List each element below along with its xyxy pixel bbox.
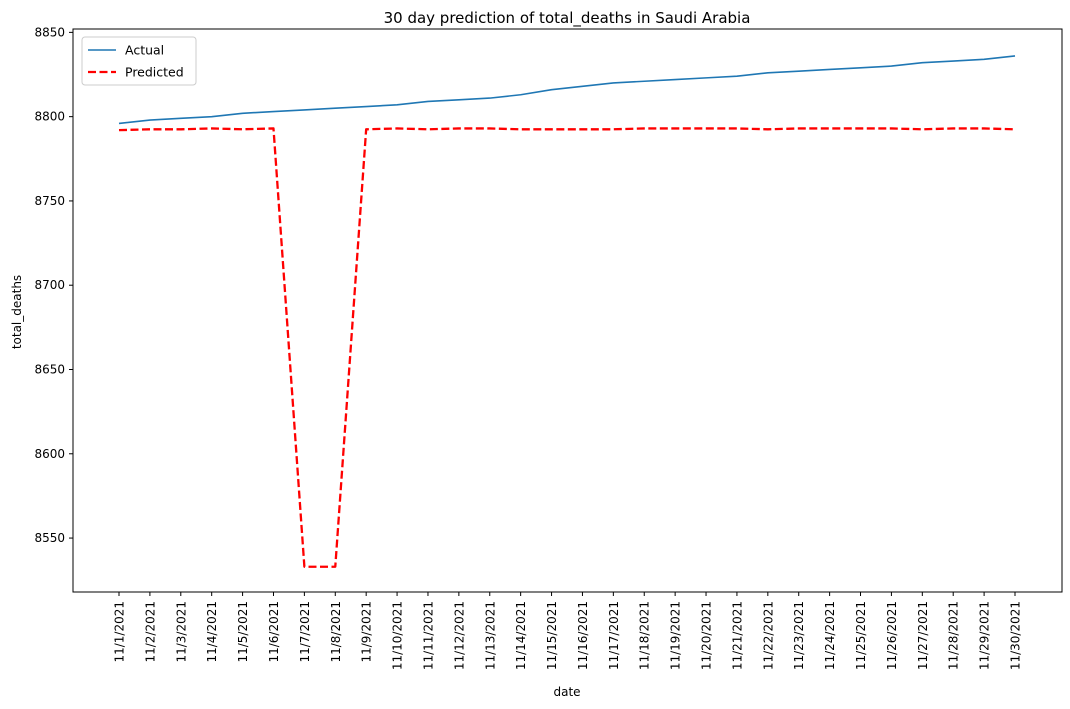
plot-area [72,28,1063,593]
x-tick-label: 11/19/2021 [669,601,683,670]
y-tick-label: 8750 [34,194,65,208]
x-tick-label: 11/29/2021 [978,601,992,670]
x-tick-label: 11/7/2021 [298,601,312,663]
x-tick-label: 11/6/2021 [267,601,281,663]
x-tick-label: 11/5/2021 [236,601,250,663]
x-tick-label: 11/22/2021 [761,601,775,670]
x-tick-label: 11/18/2021 [638,601,652,670]
plot-frame [72,28,1063,593]
legend-label-predicted: Predicted [125,65,184,80]
x-tick-label: 11/8/2021 [329,601,343,663]
x-tick-label: 11/24/2021 [823,601,837,670]
y-axis-label: total_deaths [10,275,24,349]
x-tick-label: 11/27/2021 [916,601,930,670]
x-tick-label: 11/14/2021 [514,601,528,670]
x-tick-label: 11/12/2021 [452,601,466,670]
y-tick-label: 8600 [34,447,65,461]
x-tick-label: 11/4/2021 [205,601,219,663]
x-tick-label: 11/17/2021 [607,601,621,670]
x-tick-label: 11/13/2021 [483,601,497,670]
y-tick-label: 8550 [34,531,65,545]
x-tick-label: 11/1/2021 [113,601,127,663]
y-tick-label: 8700 [34,278,65,292]
x-tick-label: 11/23/2021 [792,601,806,670]
y-tick-label: 8650 [34,362,65,376]
y-axis: 8550 8600 8650 8700 8750 8800 8850 [34,25,73,545]
x-tick-label: 11/11/2021 [421,601,435,670]
x-tick-label: 11/15/2021 [545,601,559,670]
x-tick-label: 11/20/2021 [700,601,714,670]
x-tick-label: 11/26/2021 [885,601,899,670]
x-tick-label: 11/30/2021 [1009,601,1023,670]
chart-title: 30 day prediction of total_deaths in Sau… [384,9,751,28]
series-line-actual [118,55,1016,125]
legend-box [81,36,197,86]
x-tick-label: 11/25/2021 [854,601,868,670]
legend: Actual Predicted [81,36,197,86]
y-tick-label: 8800 [34,110,65,124]
legend-label-actual: Actual [125,43,164,58]
x-tick-label: 11/3/2021 [174,601,188,663]
x-axis-label: date [553,685,580,699]
x-tick-label: 11/21/2021 [730,601,744,670]
x-tick-label: 11/16/2021 [576,601,590,670]
y-tick-label: 8850 [34,25,65,39]
x-tick-label: 11/28/2021 [947,601,961,670]
x-tick-label: 11/9/2021 [360,601,374,663]
series-line-predicted [118,127,1016,568]
x-tick-label: 11/2/2021 [143,601,157,663]
x-tick-label: 11/10/2021 [391,601,405,670]
x-axis: 11/1/2021 11/2/2021 11/3/2021 11/4/2021 11/5… [113,592,1023,670]
